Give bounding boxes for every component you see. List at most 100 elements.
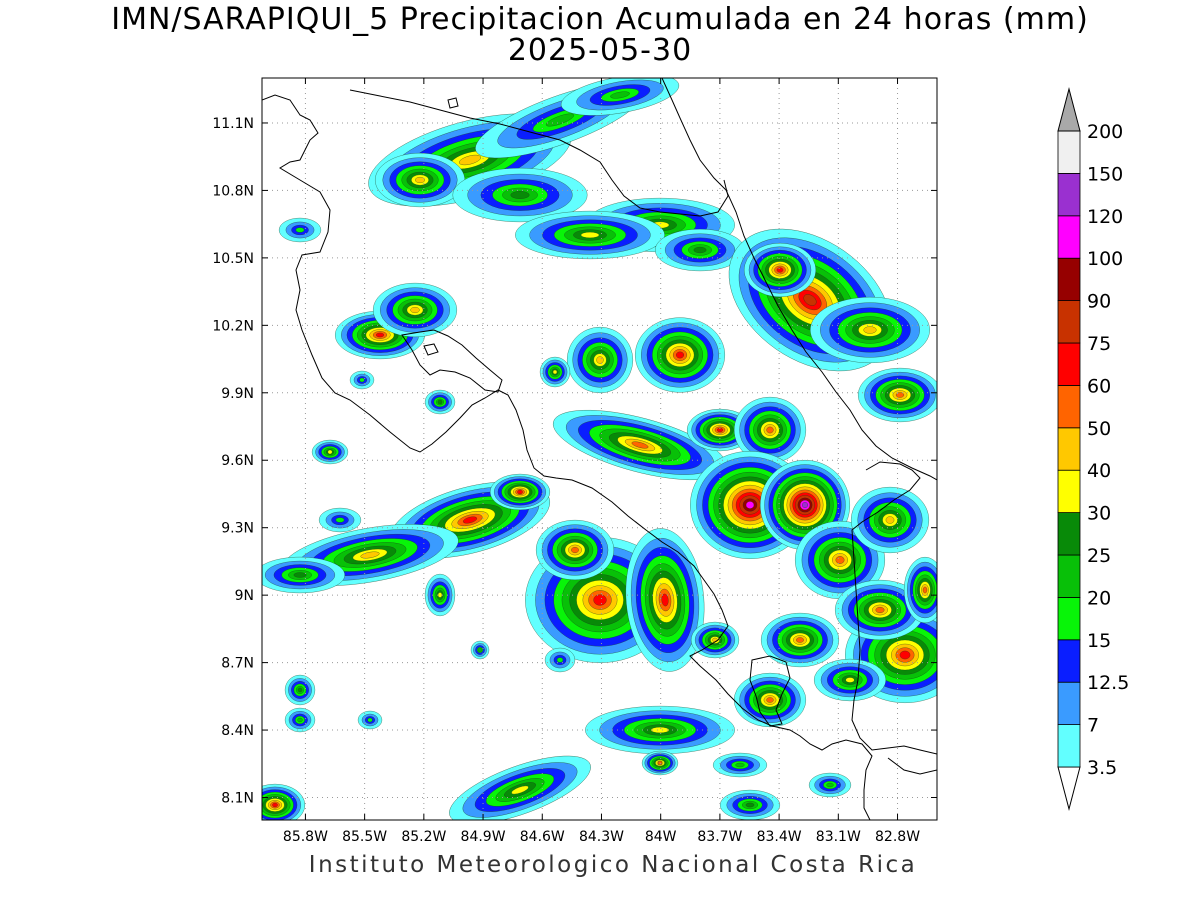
rain-cell [544,647,576,673]
rain-cell [262,783,306,820]
rain-cell [810,296,930,364]
colorbar-label: 120 [1087,206,1123,228]
rain-cell [566,326,634,394]
rain-cell [851,486,929,554]
lat-tick-label: 10.5N [212,251,254,267]
rain-cell [470,640,490,660]
rain-cell [655,228,745,272]
rain-cell [449,755,591,820]
lat-tick-label: 9.9N [221,386,254,402]
lon-tick-label: 82.8W [875,829,920,845]
colorbar-swatch [1057,597,1081,641]
lon-tick-label: 85.8W [283,829,328,845]
rain-cell [585,705,735,755]
colorbar-label: 150 [1087,163,1123,185]
colorbar: 3.5 7 12.5 15 20 25 30 40 50 60 75 90 100 120 150 200 [1057,87,1129,811]
lon-tick-label: 83.4W [757,829,802,845]
coastline [262,78,937,820]
lat-tick-label: 9.6N [221,453,254,469]
rain-cell [515,210,665,260]
lon-tick-label: 84.6W [520,829,565,845]
colorbar-swatch [1057,512,1081,556]
colorbar-label: 25 [1087,545,1111,567]
rain-cell [452,167,588,223]
colorbar-label: 12.5 [1087,672,1129,694]
colorbar-swatch [1057,554,1081,598]
colorbar-swatch [1057,172,1081,217]
lat-tick-label: 9N [235,588,254,604]
rain-cell [318,507,362,533]
nicoya-gulf-inner [401,329,503,393]
colorbar-label: 90 [1087,291,1111,313]
colorbar-label: 50 [1087,418,1111,440]
rain-cell [858,367,937,423]
rain-cell [539,356,571,388]
colorbar-swatch [1057,342,1081,386]
lat-tick-label: 9.3N [221,521,254,537]
rain-cell [719,789,781,820]
rain-cell [489,473,551,511]
rain-cell [641,750,679,776]
lat-tick-label: 8.4N [221,723,254,739]
colorbar-swatch [1057,384,1081,429]
colorbar-label: 75 [1087,333,1111,355]
chiriqui-coast [887,757,937,775]
colorbar-label: 40 [1087,460,1111,482]
lon-tick-label: 84.9W [461,829,506,845]
precipitation-field [262,78,937,820]
rain-cell [733,672,807,728]
rain-cell [536,519,614,581]
rain-cell [813,658,887,702]
nicaragua-lake-edge [447,97,459,109]
footer-credit: Instituto Meteorologico Nacional Costa R… [308,852,918,878]
rain-cell [349,370,375,390]
rain-cell [424,389,456,415]
rain-cell [733,396,807,464]
colorbar-label: 30 [1087,503,1111,525]
lon-tick-label: 84W [645,829,677,845]
rain-cell [712,752,768,778]
rain-cell [690,621,740,659]
map-date: 2025-05-30 [507,33,693,68]
nicaragua-border [349,89,729,217]
colorbar-swatch [1057,427,1081,471]
colorbar-swatch [1057,257,1081,302]
colorbar-min-arrow [1057,766,1081,811]
rain-cell [808,772,852,798]
lat-tick-label: 10.8N [212,183,254,199]
rain-cell [284,674,316,706]
rain-cell [560,78,680,116]
panama-border [851,461,937,755]
lon-tick-label: 84.3W [579,829,624,845]
rain-cell [284,707,316,733]
osa-peninsula [749,655,791,727]
rain-cell [552,410,728,480]
lon-tick-label: 85.2W [401,829,446,845]
colorbar-max-arrow [1057,87,1081,132]
rain-cell [625,528,705,672]
rain-cell [375,152,465,208]
map-axes: 85.8W 85.5W 85.2W 84.9W 84.6W 84.3W 84W 83.7W 83… [212,78,937,845]
colorbar-label: 3.5 [1087,757,1117,779]
colorbar-swatch [1057,300,1081,344]
rain-cell [635,317,725,393]
colorbar-swatch [1057,681,1081,726]
colorbar-label: 20 [1087,587,1111,609]
colorbar-swatch [1057,639,1081,683]
colorbar-label: 15 [1087,630,1111,652]
lon-tick-label: 83.1W [816,829,861,845]
rain-cell [424,573,456,617]
colorbar-label: 200 [1087,121,1123,143]
colorbar-swatch [1057,724,1081,768]
rain-cell [357,710,383,730]
colorbar-swatch [1057,469,1081,514]
lat-tick-label: 11.1N [212,116,254,132]
colorbar-label: 60 [1087,375,1111,397]
caribbean-coast [661,78,937,481]
rain-cell [743,242,817,298]
rain-cell [373,282,457,338]
colorbar-swatch [1057,215,1081,259]
map-frame [261,77,938,821]
rain-cell [311,439,349,465]
